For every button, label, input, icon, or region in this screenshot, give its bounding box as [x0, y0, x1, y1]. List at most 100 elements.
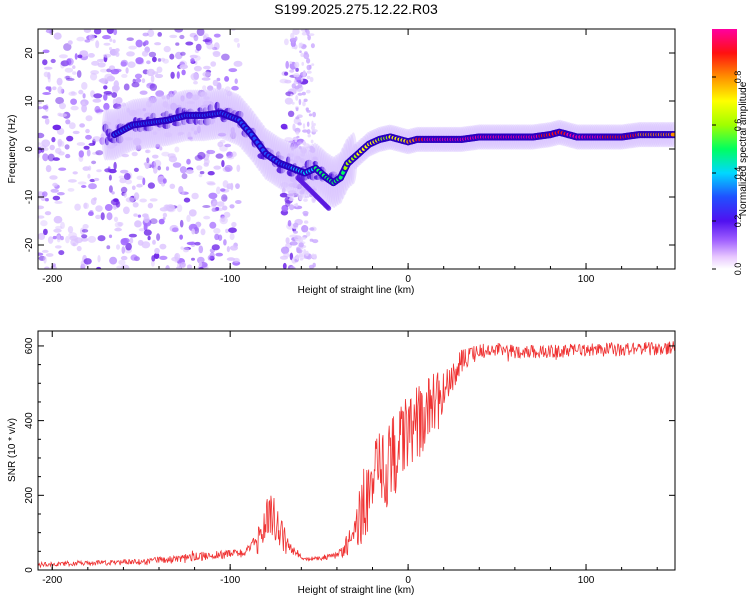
- spectrogram-blob: [306, 64, 312, 71]
- spectrogram-blob: [44, 211, 52, 216]
- spectrogram-blob: [78, 89, 84, 95]
- spectrogram-blob: [72, 171, 78, 175]
- spectrogram-blob: [76, 70, 82, 78]
- spectrogram-blob: [60, 235, 64, 241]
- spectrogram-blob: [280, 123, 288, 130]
- spectrogram-blob: [177, 132, 182, 137]
- spectrogram-blob: [128, 109, 137, 117]
- spectrogram-blob: [283, 252, 290, 258]
- spectrogram-blob: [126, 107, 131, 113]
- spectrogram-blob: [174, 29, 183, 33]
- spectrogram-blob: [207, 255, 212, 261]
- spectrogram-blob: [144, 40, 149, 46]
- spectrogram-blob: [311, 125, 315, 131]
- spectrogram-blob: [133, 213, 138, 217]
- spectrogram-blob: [144, 162, 152, 165]
- spectrogram-blob: [42, 191, 48, 197]
- spectrogram-blob: [287, 110, 295, 118]
- spectrogram-blob: [106, 212, 113, 221]
- spectrogram-blob: [52, 182, 58, 187]
- spectrogram-blob: [41, 249, 49, 253]
- spectrogram-blob: [152, 71, 159, 75]
- spectrogram-blob: [135, 39, 143, 48]
- spectrogram-blob: [303, 198, 308, 202]
- spectrogram-blob: [100, 68, 108, 73]
- spectrogram-blob: [51, 136, 56, 143]
- spectrogram-blob: [49, 144, 55, 151]
- spectrogram-xtick-label: 0: [405, 274, 411, 285]
- spectrogram-blob: [89, 178, 96, 183]
- spectrogram-blob: [82, 166, 90, 171]
- spectrogram-blob: [88, 165, 92, 171]
- spectrogram-blob: [290, 93, 293, 97]
- spectrogram-blob: [135, 57, 144, 65]
- spectrogram-blob: [38, 142, 42, 146]
- spectrogram-blob: [141, 78, 146, 84]
- spectrogram-blob: [298, 242, 304, 248]
- spectrogram-blob: [194, 241, 201, 246]
- spectrogram-blob: [185, 41, 194, 46]
- spectrogram-blob: [197, 256, 205, 264]
- spectrogram-blob: [236, 164, 241, 172]
- spectrogram-blob: [53, 32, 62, 40]
- spectrogram-blob: [169, 34, 178, 39]
- spectrogram-blob: [81, 229, 89, 233]
- snr-series-line: [38, 341, 675, 569]
- spectrogram-blob: [120, 61, 127, 67]
- spectrogram-blob: [158, 218, 165, 225]
- ridge-blob: [207, 104, 214, 113]
- spectrogram-blob: [54, 245, 62, 249]
- spectrogram-blob: [223, 239, 227, 246]
- spectrogram-blob: [134, 73, 143, 79]
- colorbar-label: Normalized spectral amplitude: [738, 81, 749, 216]
- spectrogram-blob: [159, 243, 167, 250]
- spectrogram-blob: [302, 129, 308, 133]
- spectrogram-blob: [64, 67, 74, 73]
- spectrogram-blob: [74, 53, 78, 60]
- spectrogram-blob: [226, 183, 234, 190]
- spectrogram-blob: [91, 160, 97, 165]
- spectrogram-blob: [113, 29, 118, 36]
- spectrogram-blob: [47, 236, 54, 244]
- spectrogram-blob: [172, 162, 182, 168]
- spectrogram-blob: [95, 150, 104, 156]
- spectrogram-blob: [284, 38, 289, 46]
- spectrogram-blob: [209, 221, 217, 229]
- spectrogram-blob: [131, 82, 140, 88]
- spectrogram-blob: [141, 241, 151, 249]
- spectrogram-blob: [123, 206, 130, 215]
- ridge-blob: [312, 161, 319, 166]
- snr-xtick-label: -100: [220, 575, 240, 586]
- spectrogram-blob: [67, 179, 77, 183]
- spectrogram-blob: [78, 150, 85, 158]
- spectrogram-blob: [114, 227, 122, 232]
- spectrogram-blob: [312, 239, 319, 244]
- spectrogram-blob: [133, 167, 139, 172]
- spectrogram-blob: [284, 79, 292, 84]
- spectrogram-blob: [152, 56, 157, 63]
- spectrogram-blob: [146, 157, 150, 163]
- spectrogram-blob: [294, 138, 298, 143]
- spectrogram-blob: [285, 60, 290, 69]
- spectrogram-blob: [42, 49, 50, 54]
- spectrogram-blob: [143, 223, 148, 231]
- spectrogram-blob: [181, 190, 185, 195]
- spectrogram-ytick-label: 0: [24, 146, 35, 152]
- spectrogram-blob: [64, 144, 70, 150]
- spectrogram-blob: [60, 221, 65, 229]
- spectrogram-blob: [191, 257, 195, 261]
- spectrogram-blob: [291, 83, 296, 89]
- spectrogram-blob: [63, 43, 72, 51]
- spectrogram-blob: [88, 34, 95, 42]
- spectrogram-blob: [304, 143, 310, 149]
- spectrogram-blob: [288, 197, 295, 201]
- spectrogram-blob: [220, 216, 226, 223]
- spectrogram-blob: [181, 173, 188, 180]
- spectrogram-blob: [166, 204, 175, 212]
- spectrogram-blob: [180, 95, 185, 102]
- spectrogram-blob: [179, 234, 184, 240]
- spectrogram-blob: [163, 45, 171, 53]
- spectrogram-blob: [203, 215, 211, 220]
- spectrogram-blob: [208, 192, 218, 199]
- spectrogram-blob: [198, 245, 204, 254]
